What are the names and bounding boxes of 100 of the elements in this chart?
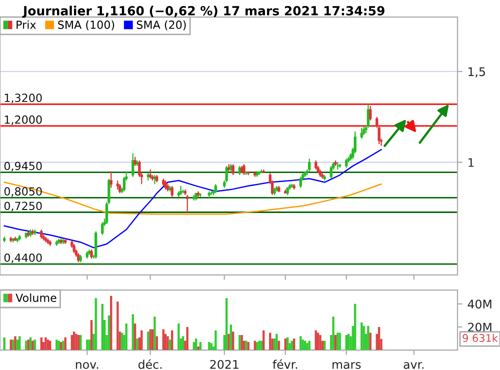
bar bbox=[77, 335, 80, 350]
ref-line-label: 0,9450 bbox=[4, 162, 42, 172]
y-tick-label: 1,5 bbox=[468, 67, 485, 78]
bar bbox=[284, 338, 286, 350]
candlestick bbox=[186, 194, 189, 214]
bar bbox=[151, 329, 154, 350]
bar bbox=[336, 332, 339, 350]
text: 9 631k bbox=[462, 334, 498, 342]
bar bbox=[378, 326, 380, 350]
bar bbox=[86, 340, 88, 350]
bar bbox=[70, 335, 73, 350]
candlestick bbox=[232, 164, 234, 176]
bar bbox=[3, 337, 6, 350]
candlestick bbox=[242, 164, 246, 176]
x-tick-label: 2021 bbox=[210, 360, 238, 369]
candlestick bbox=[214, 184, 218, 194]
bar bbox=[154, 316, 156, 350]
bar bbox=[258, 340, 260, 350]
bar bbox=[225, 298, 228, 350]
ref-line-label: 1,3200 bbox=[4, 94, 42, 104]
y-tick-label: 20M bbox=[468, 322, 492, 332]
bar bbox=[156, 336, 158, 350]
bar bbox=[194, 338, 198, 350]
bar bbox=[228, 334, 230, 350]
bar bbox=[60, 342, 62, 350]
bar bbox=[210, 343, 212, 350]
bar bbox=[347, 334, 350, 350]
bar bbox=[125, 324, 128, 350]
line-series bbox=[4, 182, 382, 215]
bar bbox=[108, 315, 110, 350]
bar bbox=[136, 338, 138, 350]
x-tick-label: mars bbox=[332, 362, 361, 369]
bar bbox=[308, 340, 310, 350]
candlestick bbox=[369, 105, 372, 122]
bar bbox=[290, 340, 294, 350]
bar bbox=[230, 324, 232, 350]
bar bbox=[197, 346, 200, 350]
candlestick bbox=[72, 243, 76, 254]
bar bbox=[367, 326, 370, 350]
bar bbox=[324, 340, 326, 350]
bar bbox=[232, 332, 234, 350]
candlestick bbox=[170, 185, 174, 198]
candlestick bbox=[77, 252, 80, 263]
bar bbox=[166, 336, 169, 350]
candlestick bbox=[116, 180, 119, 190]
bar bbox=[64, 337, 66, 350]
legend-label: SMA (20) bbox=[136, 20, 186, 30]
bar bbox=[56, 340, 58, 350]
candlestick bbox=[101, 222, 104, 236]
bar bbox=[40, 337, 42, 350]
bar bbox=[182, 336, 184, 350]
bar bbox=[140, 330, 143, 350]
bar bbox=[162, 329, 164, 350]
bar bbox=[208, 342, 210, 350]
candlestick bbox=[308, 158, 311, 172]
bar bbox=[149, 329, 152, 350]
bar bbox=[345, 335, 348, 350]
bar bbox=[273, 338, 276, 350]
bar bbox=[254, 340, 256, 350]
ref-line-label: 0,4400 bbox=[4, 253, 42, 263]
bar bbox=[101, 304, 104, 350]
x-tick-label: déc. bbox=[138, 359, 162, 369]
bar bbox=[262, 330, 265, 350]
bar bbox=[269, 332, 272, 350]
bar bbox=[214, 330, 217, 350]
bar bbox=[369, 332, 372, 350]
bar bbox=[278, 340, 280, 350]
bar bbox=[260, 340, 263, 350]
bar bbox=[44, 337, 47, 350]
candlestick bbox=[299, 176, 302, 188]
bar bbox=[314, 330, 317, 350]
bar bbox=[72, 332, 76, 350]
x-tick-label: avr. bbox=[404, 362, 424, 369]
x-tick-label: nov. bbox=[76, 362, 98, 369]
bar bbox=[147, 332, 150, 350]
bar bbox=[116, 302, 119, 350]
bar bbox=[62, 340, 64, 350]
candlestick bbox=[134, 156, 136, 166]
y-tick-label: 1 bbox=[468, 158, 474, 167]
ref-line-label: 1,2000 bbox=[4, 115, 42, 125]
bar bbox=[192, 342, 195, 350]
x-tick-label: févr. bbox=[272, 359, 298, 369]
bar bbox=[58, 340, 60, 350]
bar bbox=[94, 298, 97, 350]
bar bbox=[304, 340, 306, 350]
candlestick bbox=[40, 228, 43, 240]
bar bbox=[90, 320, 93, 350]
bar bbox=[178, 324, 180, 350]
candlestick bbox=[110, 170, 112, 188]
bar bbox=[334, 335, 337, 350]
bar bbox=[12, 340, 14, 350]
bar bbox=[319, 335, 322, 350]
bar bbox=[132, 314, 134, 350]
candlestick bbox=[90, 248, 93, 260]
bar bbox=[362, 326, 365, 350]
bar bbox=[300, 336, 302, 350]
candlestick bbox=[345, 158, 348, 168]
bar bbox=[338, 332, 341, 350]
bar bbox=[88, 340, 90, 350]
ref-line-label: 0,7250 bbox=[4, 202, 42, 212]
